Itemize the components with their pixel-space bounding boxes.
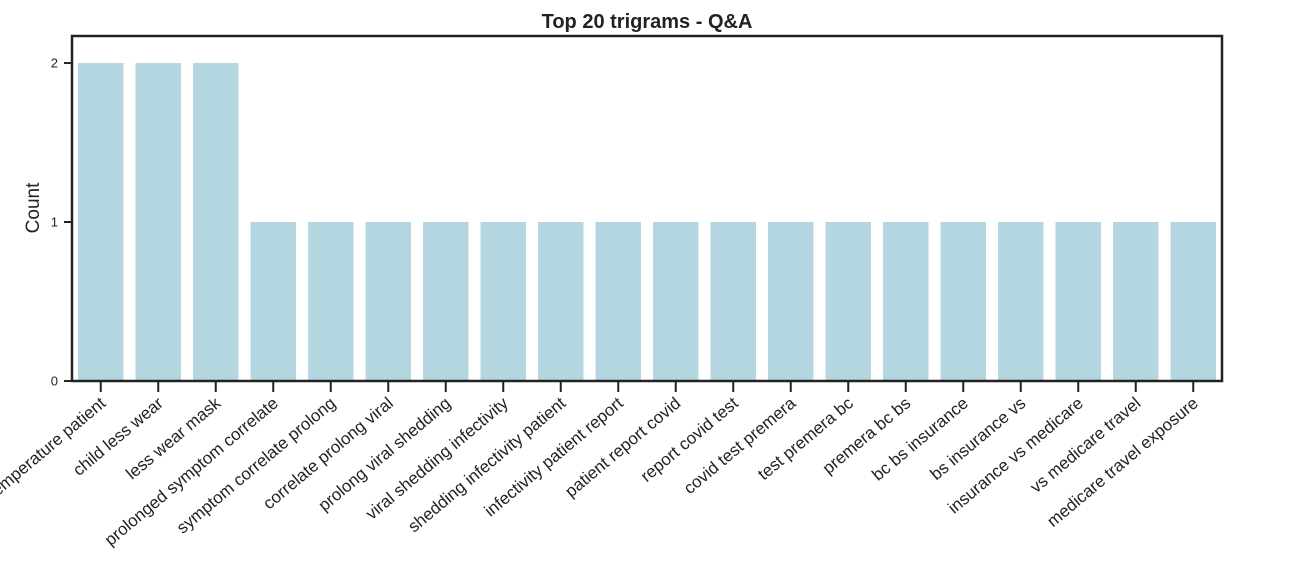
bar bbox=[1170, 222, 1216, 381]
y-tick-label: 0 bbox=[51, 374, 58, 389]
y-axis-label: Count bbox=[23, 182, 44, 233]
y-axis-ticks: 0 1 2 bbox=[51, 56, 72, 389]
bar bbox=[308, 222, 354, 381]
y-tick-label: 2 bbox=[51, 56, 58, 71]
x-tick-label: bc bs insurance bbox=[868, 394, 971, 485]
bar bbox=[595, 222, 641, 381]
bar bbox=[480, 222, 526, 381]
bar bbox=[710, 222, 756, 381]
plot-frame bbox=[70, 34, 1224, 383]
bar bbox=[78, 63, 124, 381]
bar bbox=[998, 222, 1044, 381]
bar bbox=[940, 222, 986, 381]
bar bbox=[653, 222, 699, 381]
bar bbox=[1113, 222, 1159, 381]
bars bbox=[78, 63, 1216, 381]
bar bbox=[193, 63, 239, 381]
x-tick-label: test premera bc bbox=[754, 393, 857, 484]
bar bbox=[365, 222, 411, 381]
chart-title: Top 20 trigrams - Q&A bbox=[542, 11, 753, 33]
bar bbox=[825, 222, 871, 381]
bar bbox=[768, 222, 814, 381]
bar bbox=[538, 222, 584, 381]
bar bbox=[423, 222, 469, 381]
y-tick-label: 1 bbox=[51, 215, 58, 230]
x-tick-label: report covid test bbox=[637, 393, 742, 485]
bar bbox=[1055, 222, 1101, 381]
bar bbox=[250, 222, 296, 381]
bar bbox=[883, 222, 929, 381]
bar bbox=[135, 63, 181, 381]
